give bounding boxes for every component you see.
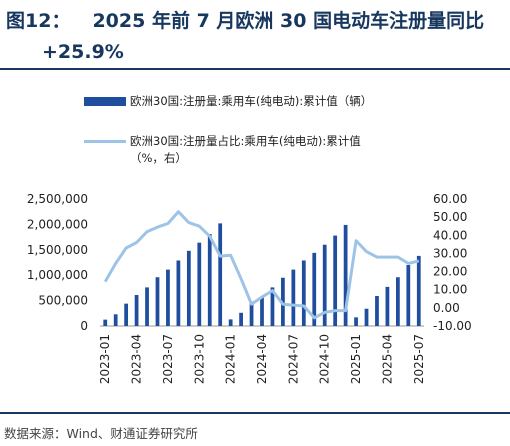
y-right-tick-label: -10.00 bbox=[433, 319, 472, 333]
y-left-tick-label: 1,500,000 bbox=[27, 243, 88, 257]
bar bbox=[270, 287, 275, 326]
bar bbox=[364, 308, 369, 326]
x-tick-label: 2024-04 bbox=[255, 334, 269, 384]
x-tick-label: 2024-10 bbox=[318, 334, 332, 384]
bar bbox=[155, 277, 160, 326]
bar bbox=[354, 317, 358, 326]
bar bbox=[291, 269, 296, 326]
y-left-tick-label: 2,500,000 bbox=[27, 192, 88, 206]
bar bbox=[166, 269, 170, 326]
chart-plot: 0 500,000 1,000,000 1,500,000 2,000,000 2,500… bbox=[27, 192, 472, 384]
bar bbox=[406, 265, 411, 326]
series-line-share bbox=[103, 210, 420, 320]
x-tick-label: 2023-04 bbox=[130, 334, 144, 384]
bar bbox=[103, 319, 108, 326]
y-left-tick-label: 500,000 bbox=[38, 294, 88, 308]
legend-line-label: 欧洲30国:注册量占比:乘用车(纯电动):累计值（%，右） bbox=[130, 134, 361, 165]
y-right-tick-label: 40.00 bbox=[433, 228, 467, 242]
bar bbox=[343, 224, 348, 326]
figure-title: 图12： 2025 年前 7 月欧洲 30 国电动车注册量同比 +25.9% bbox=[6, 6, 504, 68]
bar bbox=[385, 286, 390, 326]
y-right-tick-label: 20.00 bbox=[433, 265, 467, 279]
footer-rule bbox=[0, 412, 510, 414]
y-right-tick-label: 0.00 bbox=[433, 301, 460, 315]
bar bbox=[134, 295, 139, 326]
y-left-tick-label: 1,000,000 bbox=[27, 268, 88, 282]
title-line-1: 2025 年前 7 月欧洲 30 国电动车注册量同比 bbox=[92, 10, 485, 32]
bar bbox=[228, 319, 233, 326]
title-line-2: +25.9% bbox=[42, 41, 124, 63]
legend-bar-label: 欧洲30国:注册量:乘用车(纯电动):累计值（辆） bbox=[130, 94, 373, 108]
y-right-tick-label: 30.00 bbox=[433, 246, 467, 260]
bar bbox=[207, 234, 212, 326]
bar bbox=[239, 312, 243, 326]
legend-line-swatch bbox=[84, 140, 126, 143]
legend-item-bar: 欧洲30国:注册量:乘用车(纯电动):累计值（辆） bbox=[84, 93, 494, 110]
bar bbox=[322, 244, 327, 326]
bar bbox=[416, 255, 421, 326]
legend-item-line: 欧洲30国:注册量占比:乘用车(纯电动):累计值（%，右） bbox=[84, 133, 384, 167]
x-tick-label: 2024-01 bbox=[224, 334, 238, 384]
x-tick-label: 2025-04 bbox=[380, 334, 394, 384]
y-left-tick-label: 0 bbox=[80, 319, 88, 333]
y-right-tick-label: 50.00 bbox=[433, 210, 467, 224]
bar bbox=[186, 250, 191, 326]
y-right-tick-label: 10.00 bbox=[433, 283, 467, 297]
x-tick-label: 2023-07 bbox=[161, 334, 175, 384]
bar bbox=[124, 303, 129, 326]
x-tick-label: 2023-01 bbox=[98, 334, 112, 384]
bar bbox=[249, 301, 254, 326]
legend-bar-swatch bbox=[84, 97, 126, 106]
bar bbox=[197, 242, 202, 326]
bar bbox=[218, 223, 223, 326]
y-right-tick-label: 60.00 bbox=[433, 192, 467, 206]
figure-number: 图12： bbox=[6, 10, 71, 32]
bar bbox=[113, 314, 118, 326]
bar bbox=[395, 277, 400, 326]
bar bbox=[375, 296, 379, 326]
bar bbox=[176, 260, 181, 326]
bar bbox=[312, 252, 317, 326]
bar bbox=[145, 287, 149, 326]
x-tick-label: 2024-07 bbox=[286, 334, 300, 384]
x-tick-label: 2023-10 bbox=[192, 334, 206, 384]
y-left-tick-label: 2,000,000 bbox=[27, 217, 88, 231]
x-tick-label: 2025-07 bbox=[412, 334, 426, 384]
source-note: 数据来源：Wind、财通证券研究所 bbox=[4, 426, 198, 441]
title-rule bbox=[0, 68, 510, 70]
bar bbox=[301, 260, 306, 326]
bar bbox=[260, 296, 264, 326]
x-tick-label: 2025-01 bbox=[349, 334, 363, 384]
bar bbox=[333, 235, 338, 326]
